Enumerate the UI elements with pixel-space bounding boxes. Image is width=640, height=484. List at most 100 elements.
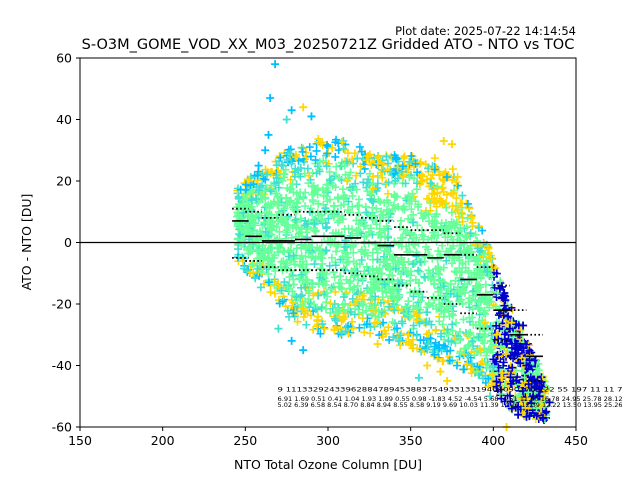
scatter-point	[493, 350, 502, 359]
scatter-point	[412, 252, 421, 261]
scatter-point	[468, 305, 477, 314]
scatter-point	[257, 251, 266, 260]
scatter-point	[414, 202, 423, 211]
scatter-point	[311, 305, 320, 314]
scatter-point	[238, 217, 247, 226]
scatter-point	[499, 293, 508, 302]
scatter-point	[295, 228, 304, 237]
scatter-point	[362, 231, 371, 240]
scatter-point	[534, 366, 543, 375]
scatter-point	[272, 189, 281, 198]
scatter-point	[396, 341, 405, 350]
scatter-point	[522, 340, 531, 349]
scatter-point	[390, 282, 399, 291]
scatter-point	[370, 284, 379, 293]
scatter-point	[538, 413, 547, 422]
scatter-point	[248, 196, 257, 205]
scatter-point	[246, 213, 255, 222]
scatter-point	[301, 252, 310, 261]
scatter-point	[404, 269, 413, 278]
scatter-point	[500, 381, 509, 390]
scatter-point	[346, 307, 355, 316]
scatter-point	[457, 267, 466, 276]
scatter-point	[249, 180, 258, 189]
scatter-point	[423, 308, 432, 317]
scatter-point	[455, 327, 464, 336]
scatter-point	[453, 292, 462, 301]
scatter-point	[297, 143, 306, 152]
scatter-point	[348, 285, 357, 294]
scatter-point	[450, 254, 459, 263]
scatter-point	[333, 242, 342, 251]
scatter-point	[298, 304, 307, 313]
scatter-point	[416, 297, 425, 306]
scatter-point	[380, 326, 389, 335]
scatter-point	[497, 373, 506, 382]
scatter-point	[264, 278, 273, 287]
scatter-point	[478, 357, 487, 366]
scatter-point	[264, 130, 273, 139]
scatter-layer	[233, 60, 554, 431]
scatter-point	[286, 246, 295, 255]
scatter-point	[261, 244, 270, 253]
scatter-point	[239, 208, 248, 217]
scatter-point	[390, 169, 399, 178]
scatter-point	[437, 198, 446, 207]
scatter-point	[358, 308, 367, 317]
scatter-point	[460, 247, 469, 256]
scatter-point	[292, 199, 301, 208]
scatter-point	[486, 322, 495, 331]
scatter-point	[431, 326, 440, 335]
scatter-point	[277, 286, 286, 295]
scatter-point	[372, 204, 381, 213]
scatter-point	[289, 251, 298, 260]
scatter-point	[274, 178, 283, 187]
scatter-point	[400, 160, 409, 169]
scatter-point	[363, 179, 372, 188]
scatter-point	[435, 344, 444, 353]
scatter-point	[384, 323, 393, 332]
scatter-point	[314, 279, 323, 288]
scatter-point	[362, 320, 371, 329]
scatter-point	[343, 149, 352, 158]
scatter-point	[380, 280, 389, 289]
scatter-point	[430, 232, 439, 241]
scatter-point	[375, 331, 384, 340]
scatter-point	[346, 168, 355, 177]
scatter-point	[410, 286, 419, 295]
scatter-point	[340, 225, 349, 234]
scatter-point	[428, 170, 437, 179]
scatter-point	[422, 175, 431, 184]
scatter-point	[302, 320, 311, 329]
scatter-point	[293, 205, 302, 214]
scatter-point	[518, 387, 527, 396]
scatter-point	[246, 173, 255, 182]
scatter-point	[287, 336, 296, 345]
scatter-point	[275, 152, 284, 161]
scatter-point	[335, 216, 344, 225]
x-tick-label: 400	[481, 433, 505, 448]
scatter-point	[297, 270, 306, 279]
scatter-point	[249, 218, 258, 227]
scatter-point	[390, 306, 399, 315]
annotation-row: 6.91 1.69 0.51 0.41 1.04 1.93 1.89 0.55 …	[278, 396, 623, 403]
scatter-point	[489, 355, 498, 364]
scatter-point	[490, 335, 499, 344]
scatter-point	[530, 383, 539, 392]
scatter-point	[340, 243, 349, 252]
scatter-point	[354, 201, 363, 210]
scatter-point	[456, 349, 465, 358]
scatter-point	[337, 230, 346, 239]
scatter-point	[458, 284, 467, 293]
scatter-point	[438, 357, 447, 366]
scatter-point	[447, 244, 456, 253]
scatter-point	[329, 209, 338, 218]
scatter-point	[426, 179, 435, 188]
scatter-point	[273, 192, 282, 201]
scatter-point	[424, 194, 433, 203]
scatter-point	[437, 285, 446, 294]
scatter-point	[373, 318, 382, 327]
scatter-point	[261, 175, 270, 184]
scatter-point	[448, 310, 457, 319]
